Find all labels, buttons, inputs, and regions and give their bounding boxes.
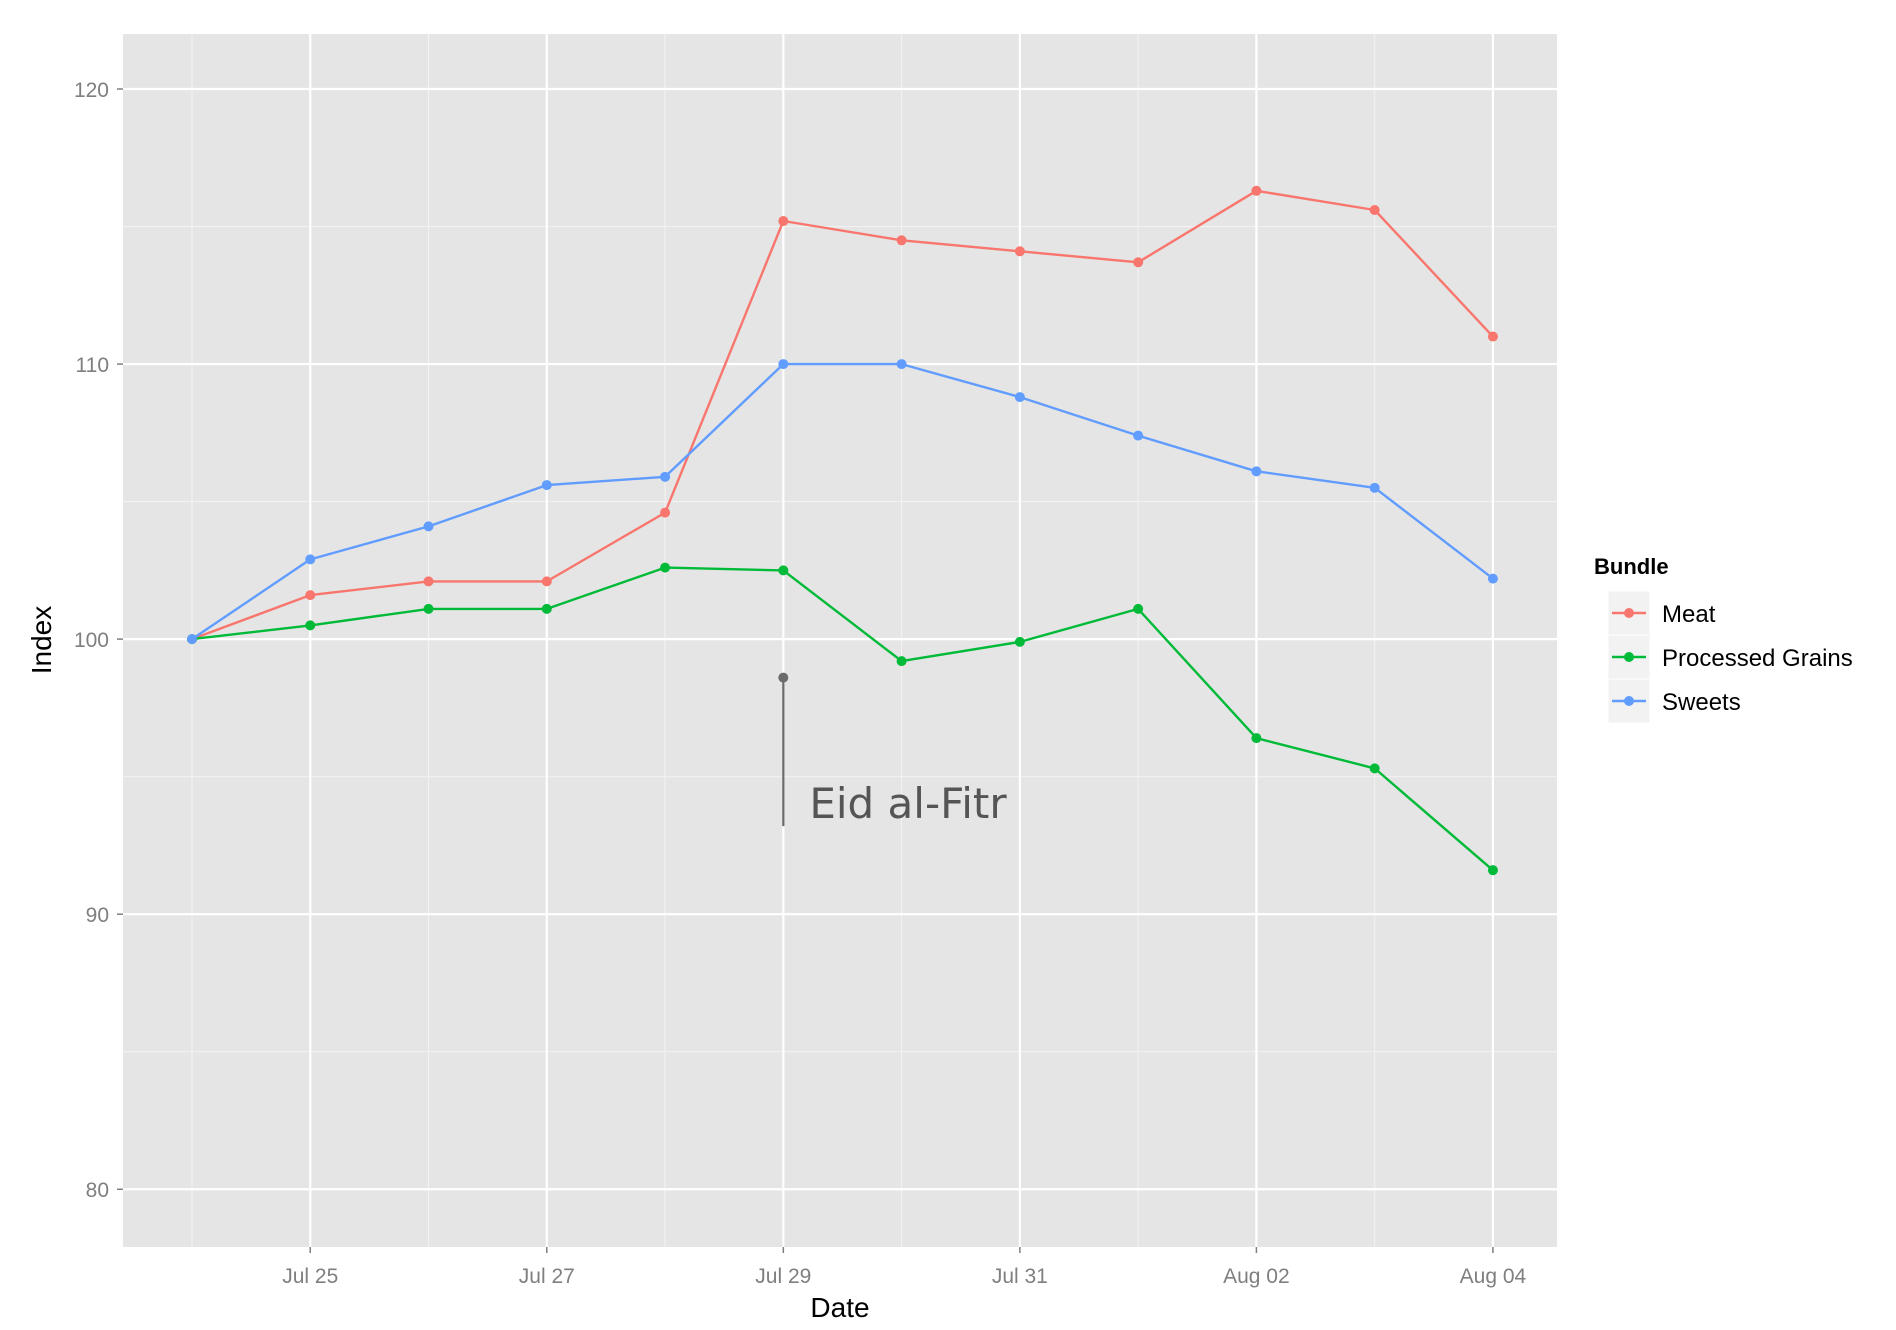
x-tick-label: Jul 31 xyxy=(992,1265,1048,1288)
y-tick-label: 90 xyxy=(86,904,109,927)
data-point-meat xyxy=(541,576,552,587)
y-tick-label: 80 xyxy=(86,1179,109,1202)
plot-panel xyxy=(123,34,1557,1247)
annotation-point xyxy=(778,672,789,683)
data-point-sweets xyxy=(186,634,197,645)
legend-key-point xyxy=(1624,608,1634,618)
data-point-sweets xyxy=(1251,466,1262,477)
data-point-meat xyxy=(1487,331,1498,342)
data-point-processed-grains xyxy=(1487,865,1498,876)
x-tick-label: Jul 29 xyxy=(755,1265,811,1288)
data-point-sweets xyxy=(778,359,789,370)
y-tick-label: 120 xyxy=(74,79,109,102)
data-point-sweets xyxy=(541,480,552,491)
data-point-sweets xyxy=(1014,392,1025,403)
data-point-meat xyxy=(660,507,671,518)
annotation-label: Eid al-Fitr xyxy=(809,779,1007,828)
legend-label: Meat xyxy=(1662,601,1716,628)
y-axis-ticks: 80 90 100 110 120 xyxy=(74,79,123,1202)
data-point-processed-grains xyxy=(778,565,789,576)
series-line-meat xyxy=(191,189,1494,641)
data-point-processed-grains xyxy=(1133,603,1144,614)
annotation: Eid al-Fitr xyxy=(778,672,1007,828)
data-point-sweets xyxy=(1133,430,1144,441)
x-tick-label: Jul 27 xyxy=(519,1265,575,1288)
legend-key-point xyxy=(1624,696,1634,706)
data-point-processed-grains xyxy=(1251,733,1262,744)
data-point-meat xyxy=(1014,246,1025,257)
x-tick-label: Aug 02 xyxy=(1223,1265,1290,1288)
x-tick-label: Aug 04 xyxy=(1460,1265,1527,1288)
series-lines xyxy=(186,185,1498,876)
data-point-processed-grains xyxy=(541,603,552,614)
data-point-meat xyxy=(1369,205,1380,216)
data-point-sweets xyxy=(1369,482,1380,493)
data-point-processed-grains xyxy=(423,603,434,614)
data-point-sweets xyxy=(423,521,434,532)
y-axis-title: Index xyxy=(26,606,57,675)
legend-key-point xyxy=(1624,652,1634,662)
series-line-processed-grains xyxy=(191,566,1494,872)
legend-label: Sweets xyxy=(1662,689,1741,716)
y-tick-label: 110 xyxy=(76,354,109,377)
data-point-processed-grains xyxy=(660,562,671,573)
data-point-meat xyxy=(1133,257,1144,268)
data-point-meat xyxy=(1251,185,1262,196)
y-tick-label: 100 xyxy=(74,629,109,652)
legend-items: Meat Processed Grains Sweets xyxy=(1607,590,1853,724)
data-point-processed-grains xyxy=(896,656,907,667)
legend: Bundle Meat Processed Grains Sweets xyxy=(1594,554,1853,724)
data-point-meat xyxy=(778,216,789,227)
series-line-sweets xyxy=(191,362,1494,641)
data-point-sweets xyxy=(305,554,316,565)
data-point-sweets xyxy=(1487,573,1498,584)
data-point-processed-grains xyxy=(305,620,316,631)
data-point-sweets xyxy=(660,471,671,482)
legend-label: Processed Grains xyxy=(1662,645,1853,672)
data-point-sweets xyxy=(896,359,907,370)
data-point-processed-grains xyxy=(1014,636,1025,647)
legend-title: Bundle xyxy=(1594,554,1669,579)
data-point-processed-grains xyxy=(1369,763,1380,774)
data-point-meat xyxy=(305,590,316,601)
x-tick-label: Jul 25 xyxy=(282,1265,338,1288)
data-point-meat xyxy=(896,235,907,246)
data-point-meat xyxy=(423,576,434,587)
x-axis-title: Date xyxy=(810,1292,869,1323)
x-axis-ticks: Jul 25 Jul 27 Jul 29 Jul 31 Aug 02 Aug 04 xyxy=(282,1247,1527,1288)
